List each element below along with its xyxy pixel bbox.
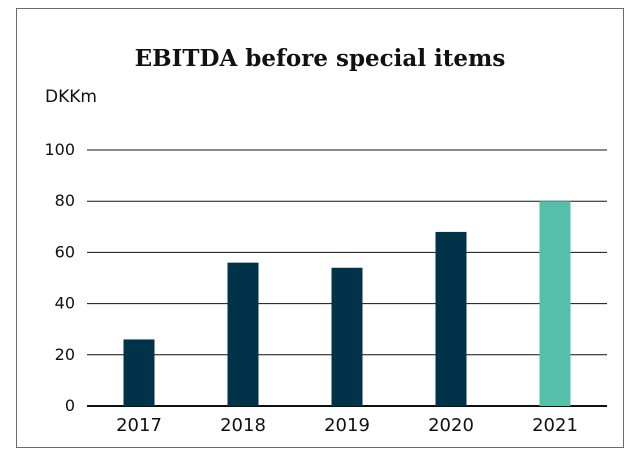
y-tick-label: 60 [55, 242, 75, 261]
bar-2020 [435, 231, 467, 406]
bar-chart: 0 20 40 60 80 100 2017 2018 2019 2020 2021 [44, 140, 607, 436]
x-tick-label: 2018 [220, 415, 266, 436]
y-tick-label: 80 [55, 191, 75, 210]
bar-2018 [227, 262, 259, 406]
x-tick-label: 2019 [324, 415, 370, 436]
x-tick-label: 2017 [116, 415, 162, 436]
y-tick-label: 40 [55, 294, 75, 313]
bar-2021 [539, 201, 571, 406]
y-tick-label: 0 [65, 396, 75, 415]
x-tick-label: 2020 [428, 415, 474, 436]
bar-2017 [123, 339, 155, 406]
chart-frame: EBITDA before special items DKKm 0 20 40 60… [16, 8, 624, 448]
chart-title: EBITDA before special items [134, 45, 506, 72]
y-tick-label: 20 [55, 345, 75, 364]
unit-label: DKKm [45, 87, 97, 107]
x-tick-label: 2021 [532, 415, 578, 436]
y-tick-label: 100 [44, 140, 75, 159]
bar-2019 [331, 267, 363, 406]
